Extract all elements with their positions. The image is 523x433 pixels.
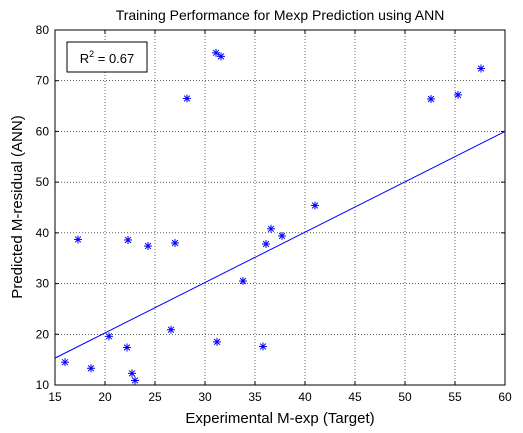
data-point [61, 358, 69, 367]
x-tick-label: 30 [198, 390, 212, 404]
fit-line [54, 130, 506, 359]
x-tick-label: 15 [48, 390, 62, 404]
data-point [183, 94, 191, 103]
annotation-prefix: R [80, 51, 89, 66]
data-point [123, 343, 131, 352]
data-point [171, 239, 179, 247]
x-tick-label: 35 [248, 390, 262, 404]
data-point [217, 52, 225, 61]
x-tick-label: 45 [348, 390, 362, 404]
tick-labels: 15 20 25 30 35 40 45 50 55 60 10 20 30 40 50 60 70 80 [36, 23, 512, 404]
y-tick-label: 30 [36, 277, 50, 291]
plot-frame [54, 29, 506, 386]
data-point [212, 48, 220, 57]
data-points [61, 48, 485, 385]
y-tick-label: 80 [36, 23, 50, 37]
data-point [131, 376, 139, 385]
data-point [128, 369, 136, 378]
annotation-suffix: = 0.67 [94, 51, 134, 66]
y-axis-label: Predicted M-residual (ANN) [9, 115, 26, 298]
data-point [259, 342, 267, 351]
y-tick-label: 20 [36, 327, 50, 341]
x-tick-label: 50 [398, 390, 412, 404]
data-point [267, 224, 275, 233]
x-tick-label: 60 [498, 390, 512, 404]
axis-ticks [54, 29, 506, 386]
data-point [427, 94, 435, 103]
grid-lines [55, 30, 505, 385]
data-point [167, 325, 175, 334]
x-tick-label: 25 [148, 390, 162, 404]
y-tick-label: 40 [36, 226, 50, 240]
annotation-superscript: 2 [89, 49, 94, 59]
annotation-text: R2 = 0.67 [80, 49, 135, 66]
data-point [74, 235, 82, 244]
chart-title: Training Performance for Mexp Prediction… [116, 7, 445, 23]
x-axis-label: Experimental M-exp (Target) [185, 410, 374, 427]
data-point [477, 64, 485, 73]
data-point [213, 337, 221, 346]
y-tick-label: 10 [36, 378, 50, 392]
data-point [311, 201, 319, 210]
data-point [124, 235, 132, 244]
y-tick-label: 50 [36, 175, 50, 189]
data-point [144, 242, 152, 251]
y-tick-label: 70 [36, 74, 50, 88]
data-point [454, 90, 462, 99]
data-point [87, 364, 95, 373]
r-squared-annotation: R2 = 0.67 [66, 41, 148, 73]
data-point [239, 277, 247, 286]
x-tick-label: 55 [448, 390, 462, 404]
data-point [278, 231, 286, 240]
data-point [262, 240, 270, 249]
x-tick-label: 20 [98, 390, 112, 404]
annotation-box [66, 41, 148, 73]
data-point [105, 332, 113, 341]
x-tick-label: 40 [298, 390, 312, 404]
y-tick-label: 60 [36, 124, 50, 138]
plot-area [55, 30, 505, 385]
